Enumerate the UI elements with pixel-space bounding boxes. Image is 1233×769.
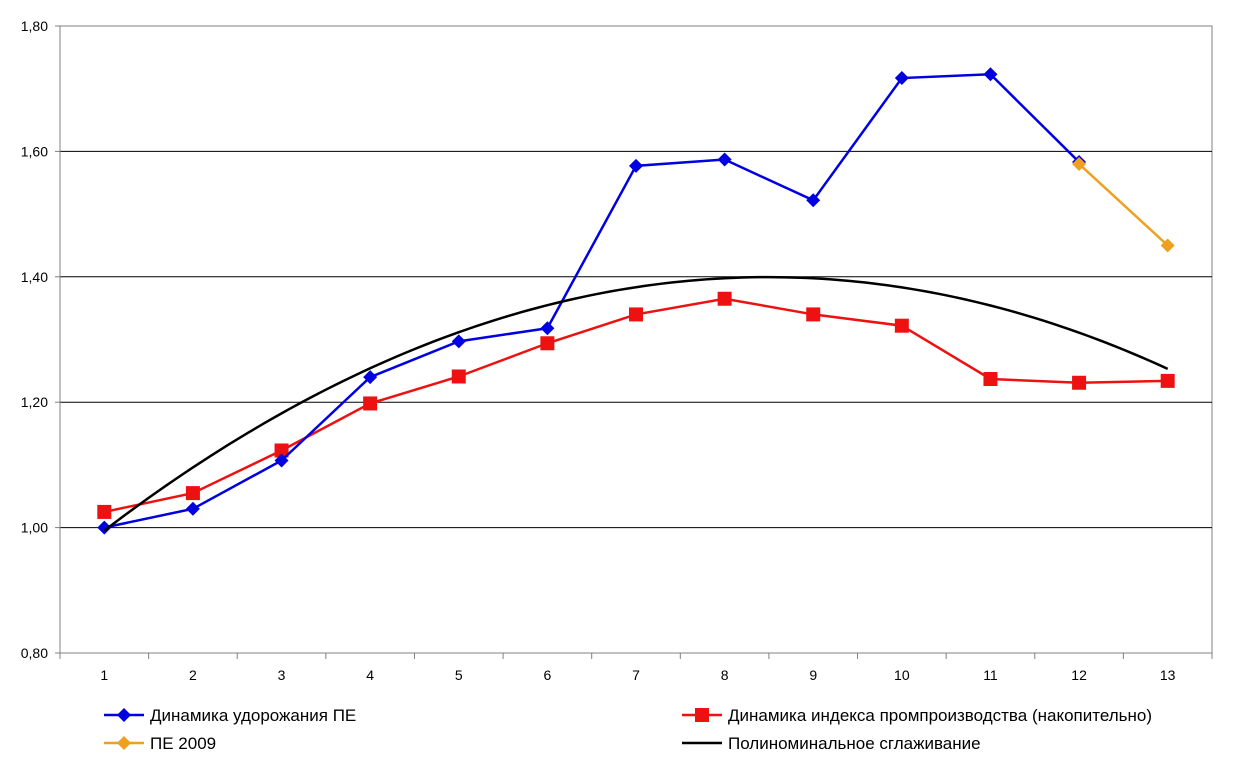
data-point [806,307,821,322]
series-line [1078,163,1169,247]
x-tick-label: 3 [278,667,286,683]
x-tick-label: 13 [1160,667,1176,683]
x-tick-label: 6 [543,667,551,683]
data-point [185,486,200,501]
series-3 [103,275,1169,532]
legend-item-red[interactable]: Динамика индекса промпроизводства (накоп… [682,706,1152,725]
y-tick-label: 1,00 [21,520,48,536]
x-tick-label: 12 [1071,667,1087,683]
x-tick-label: 9 [809,667,817,683]
x-tick-label: 4 [366,667,374,683]
data-point [629,307,643,322]
data-point [1072,156,1087,171]
gridlines [60,150,1212,529]
x-tick-label: 7 [632,667,640,683]
trendline [103,275,1169,532]
data-point [1160,373,1175,388]
x-tick-label: 5 [455,667,463,683]
data-point [983,372,998,387]
data-point [806,193,821,208]
data-point [363,396,378,411]
data-point [363,370,378,385]
x-axis: 1 2 3 4 5 6 7 8 9 10 11 12 13 [59,653,1213,683]
y-axis: 0,80 1,00 1,20 1,40 1,60 1,80 [21,18,61,661]
data-point [894,71,909,86]
data-point [717,291,732,306]
data-point [629,158,643,173]
x-tick-label: 8 [721,667,729,683]
plot-area [59,25,1213,654]
legend-label-black: Полиноминальное сглаживание [728,734,981,753]
x-tick-label: 1 [100,667,108,683]
data-point [540,321,555,336]
series-line [104,73,1080,529]
y-tick-label: 1,40 [21,269,48,285]
x-tick-label: 2 [189,667,197,683]
legend-item-orange[interactable]: ПЕ 2009 [104,734,216,753]
data-point [185,501,200,516]
series-1 [97,291,1175,519]
legend-label-orange: ПЕ 2009 [150,734,216,753]
x-tick-label: 11 [983,667,998,683]
data-point [983,67,998,82]
data-point [540,336,555,351]
series-2 [1072,156,1175,253]
data-point [451,334,466,349]
x-tick-label: 10 [894,667,910,683]
y-tick-label: 1,60 [21,143,48,159]
data-point [1072,375,1087,390]
data-point [894,318,909,333]
series-group [97,67,1175,535]
data-point [274,453,289,468]
data-point [451,369,466,384]
y-tick-label: 1,80 [21,18,48,34]
legend-label-blue: Динамика удорожания ПЕ [150,706,356,725]
data-point [1160,238,1175,253]
legend-label-red: Динамика индекса промпроизводства (накоп… [728,706,1152,725]
legend-item-black[interactable]: Полиноминальное сглаживание [682,734,981,753]
data-point [97,520,112,535]
y-tick-label: 0,80 [21,645,48,661]
data-point [97,504,112,519]
data-point [274,443,289,458]
data-point [717,152,732,167]
legend: Динамика удорожания ПЕ Динамика индекса … [104,706,1152,753]
legend-item-blue[interactable]: Динамика удорожания ПЕ [104,706,356,725]
y-tick-label: 1,20 [21,394,48,410]
